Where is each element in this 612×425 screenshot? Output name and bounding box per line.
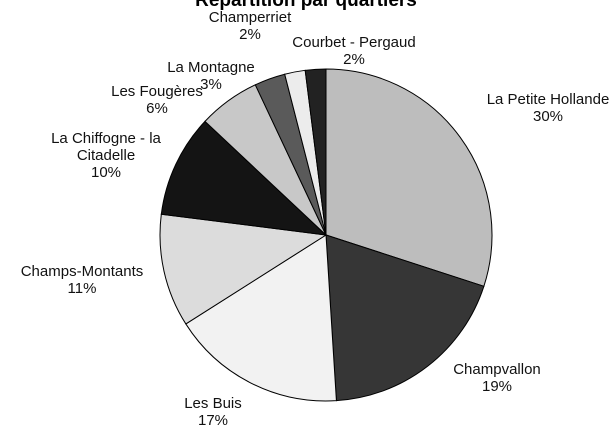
value-label: 17%	[197, 412, 229, 425]
category-label: La Chiffogne - la Citadelle	[51, 130, 161, 164]
slice-label: Champvallon 19%	[432, 361, 562, 395]
category-label: Les Buis	[184, 395, 242, 412]
pie-slice	[185, 234, 337, 402]
category-label: Les Fougères	[111, 83, 203, 100]
slice-label: La Montagne 3%	[161, 59, 261, 93]
value-label: 6%	[146, 100, 168, 117]
slice-label: La Petite Hollande 30%	[463, 91, 612, 125]
value-label: 30%	[532, 108, 564, 125]
slice-label: Champs-Montants 11%	[2, 263, 162, 297]
value-label: 2%	[343, 51, 365, 68]
category-label: Champvallon	[453, 361, 541, 378]
pie-slice	[304, 68, 327, 236]
pie-slice	[159, 213, 328, 325]
value-label: 11%	[67, 280, 97, 297]
slice-label: Les Fougères 6%	[97, 83, 217, 117]
category-label: Champs-Montants	[20, 263, 144, 280]
value-label: 3%	[200, 76, 222, 93]
value-label: 2%	[239, 26, 261, 43]
chart-title: Répartition par quartiers	[195, 0, 417, 11]
slice-label: Champerriet 2%	[200, 9, 300, 43]
pie-slice	[160, 120, 328, 236]
category-label: Champerriet	[208, 9, 292, 26]
slice-label: Courbet - Pergaud 2%	[279, 34, 429, 68]
value-label: 10%	[90, 164, 122, 181]
category-label: Courbet - Pergaud	[292, 34, 416, 51]
pie-slice	[325, 234, 485, 402]
slice-label: Les Buis 17%	[153, 395, 273, 425]
category-label: La Montagne	[167, 59, 255, 76]
slice-label: La Chiffogne - la Citadelle 10%	[36, 130, 176, 181]
value-label: 19%	[481, 378, 513, 395]
pie-slice	[325, 68, 493, 287]
category-label: La Petite Hollande	[486, 91, 610, 108]
